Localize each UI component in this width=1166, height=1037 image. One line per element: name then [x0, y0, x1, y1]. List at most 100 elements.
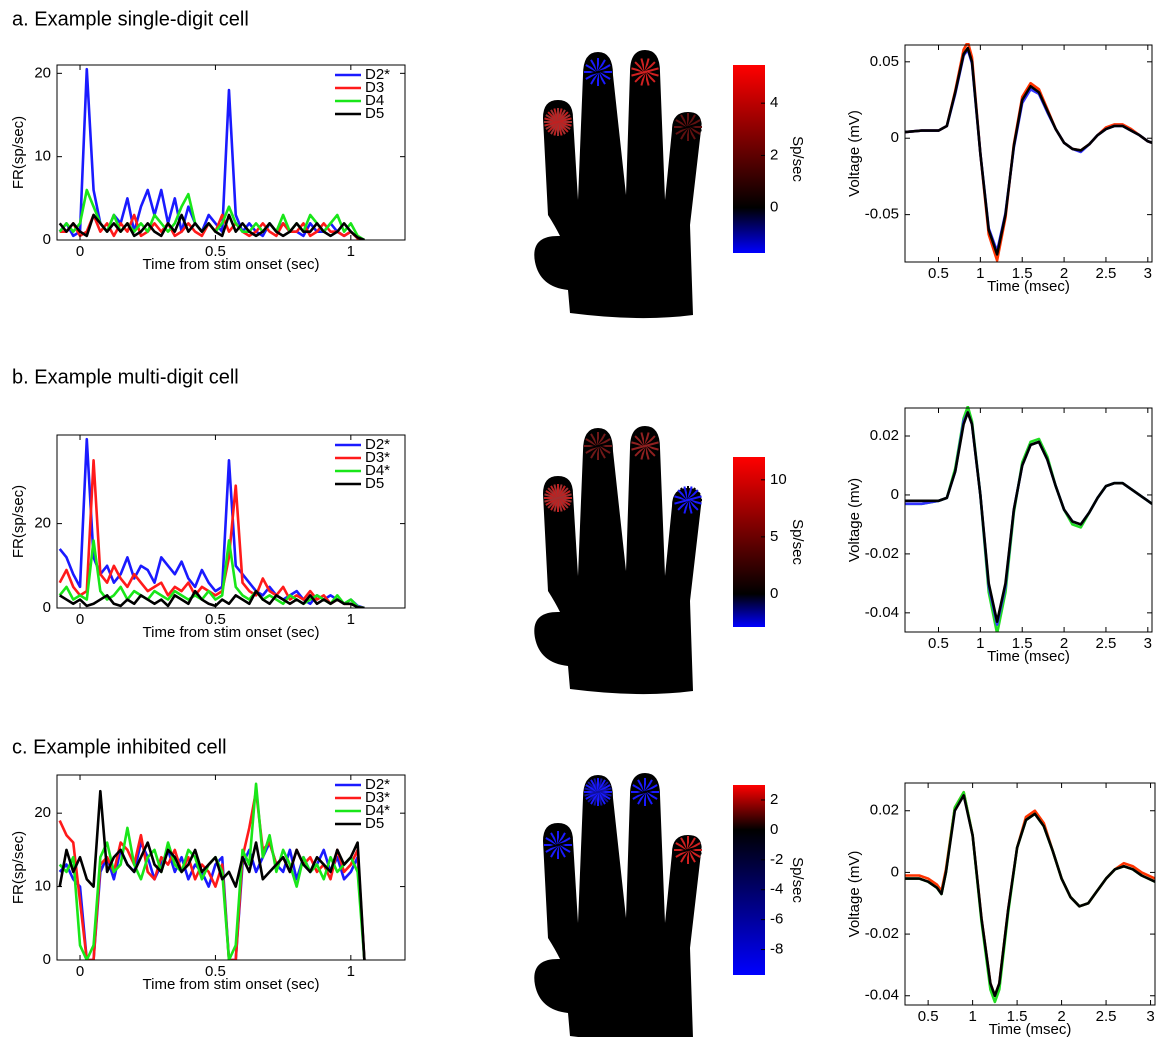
y-tick-label: -0.04 [865, 604, 899, 621]
y-tick-label: 0.02 [870, 802, 899, 819]
legend-label: D2* [365, 66, 390, 83]
y-axis-label: Voltage (mV) [846, 851, 863, 938]
y-tick-label: 0 [43, 951, 51, 968]
colorbar [733, 65, 765, 253]
fingertip-burst [631, 67, 659, 77]
y-tick-label: 10 [34, 148, 51, 165]
x-tick-label: 2.5 [1096, 1008, 1117, 1025]
x-tick-label: 2 [1060, 635, 1068, 652]
y-tick-label: 20 [34, 515, 51, 532]
x-tick-label: 2.5 [1096, 635, 1117, 652]
colorbar-tick-label: -8 [770, 941, 783, 958]
y-tick-label: 0 [891, 486, 899, 503]
panel-title: b. Example multi-digit cell [12, 366, 239, 388]
x-tick-label: 0 [76, 963, 84, 980]
axes-box [904, 782, 1156, 1006]
x-tick-label: 3 [1144, 265, 1152, 282]
x-tick-label: 1 [347, 611, 355, 628]
series-line [905, 794, 1155, 998]
legend-label: D5 [365, 105, 384, 122]
legend-label: D5 [365, 815, 384, 832]
colorbar-tick-label: 2 [770, 146, 778, 163]
x-axis-label: Time (msec) [989, 1021, 1072, 1037]
x-axis-label: Time from stim onset (sec) [143, 624, 320, 641]
colorbar-tick-label: 2 [770, 791, 778, 808]
fingertip-burst [544, 493, 572, 503]
x-tick-label: 0 [76, 611, 84, 628]
x-tick-label: 1.5 [1012, 635, 1033, 652]
fingertip-burst [584, 787, 612, 797]
x-tick-label: 1.5 [1007, 1008, 1028, 1025]
y-tick-label: -0.04 [865, 987, 899, 1004]
y-axis-label: FR(sp/sec) [10, 485, 27, 558]
fingertip-burst [631, 787, 659, 797]
x-tick-label: 0.5 [205, 243, 226, 260]
series-line [58, 213, 365, 240]
y-tick-label: -0.02 [865, 925, 899, 942]
colorbar-label: Sp/sec [789, 136, 806, 182]
colorbar-label: Sp/sec [789, 857, 806, 903]
colorbar-tick-label: 0 [770, 821, 778, 838]
axes-box [904, 44, 1153, 263]
panel-title: c. Example inhibited cell [12, 736, 227, 758]
axes-box [56, 434, 406, 609]
series-line [58, 437, 365, 608]
colorbar [733, 785, 765, 975]
y-tick-label: 0 [43, 231, 51, 248]
fingertip-burst [584, 67, 612, 77]
colorbar-tick-label: -2 [770, 851, 783, 868]
colorbar-tick-label: -4 [770, 881, 783, 898]
x-tick-label: 2.5 [1096, 265, 1117, 282]
x-tick-label: 1 [976, 265, 984, 282]
x-tick-label: 3 [1144, 635, 1152, 652]
axes-box [56, 64, 406, 241]
y-tick-label: 10 [34, 878, 51, 895]
fingertip-burst [544, 117, 572, 127]
colorbar [733, 457, 765, 627]
series-line [58, 539, 365, 608]
series-line [58, 459, 365, 608]
x-tick-label: 0.5 [205, 611, 226, 628]
series-line [905, 790, 1155, 1004]
colorbar-tick-label: 4 [770, 94, 778, 111]
x-tick-label: 2 [1057, 1008, 1065, 1025]
x-tick-label: 0.5 [205, 963, 226, 980]
series-line [905, 46, 1152, 256]
x-tick-label: 1 [347, 243, 355, 260]
y-tick-label: 0 [43, 599, 51, 616]
x-tick-label: 1 [968, 1008, 976, 1025]
x-tick-label: 0.5 [928, 635, 949, 652]
hand-diagram [534, 426, 702, 695]
legend-label: D4* [365, 462, 390, 479]
x-axis-label: Time from stim onset (sec) [143, 256, 320, 273]
y-tick-label: -0.05 [865, 206, 899, 223]
x-axis-label: Time (msec) [987, 278, 1070, 295]
colorbar-tick-label: 0 [770, 585, 778, 602]
y-tick-label: 0 [891, 863, 899, 880]
panel-title: a. Example single-digit cell [12, 8, 249, 30]
x-tick-label: 3 [1146, 1008, 1154, 1025]
y-tick-label: 20 [34, 64, 51, 81]
legend-label: D3 [365, 79, 384, 96]
x-tick-label: 0 [76, 243, 84, 260]
axes-box [904, 407, 1153, 633]
x-tick-label: 0.5 [918, 1008, 939, 1025]
y-tick-label: 0 [891, 129, 899, 146]
colorbar-tick-label: 0 [770, 199, 778, 216]
fingertip-burst [674, 495, 702, 505]
legend-label: D2* [365, 436, 390, 453]
hand-diagram [534, 50, 702, 319]
fingertip-burst [544, 840, 572, 850]
x-tick-label: 1 [347, 963, 355, 980]
x-axis-label: Time (msec) [987, 648, 1070, 665]
x-tick-label: 2 [1060, 265, 1068, 282]
legend-label: D3* [365, 789, 390, 806]
fingertip-burst [674, 845, 702, 855]
fingertip-burst [631, 441, 659, 451]
legend-label: D3* [365, 449, 390, 466]
axes-box [56, 774, 406, 961]
y-axis-label: Voltage (mv) [846, 478, 863, 562]
y-tick-label: -0.02 [865, 545, 899, 562]
fingertip-burst [584, 441, 612, 451]
series-line [905, 411, 1152, 623]
